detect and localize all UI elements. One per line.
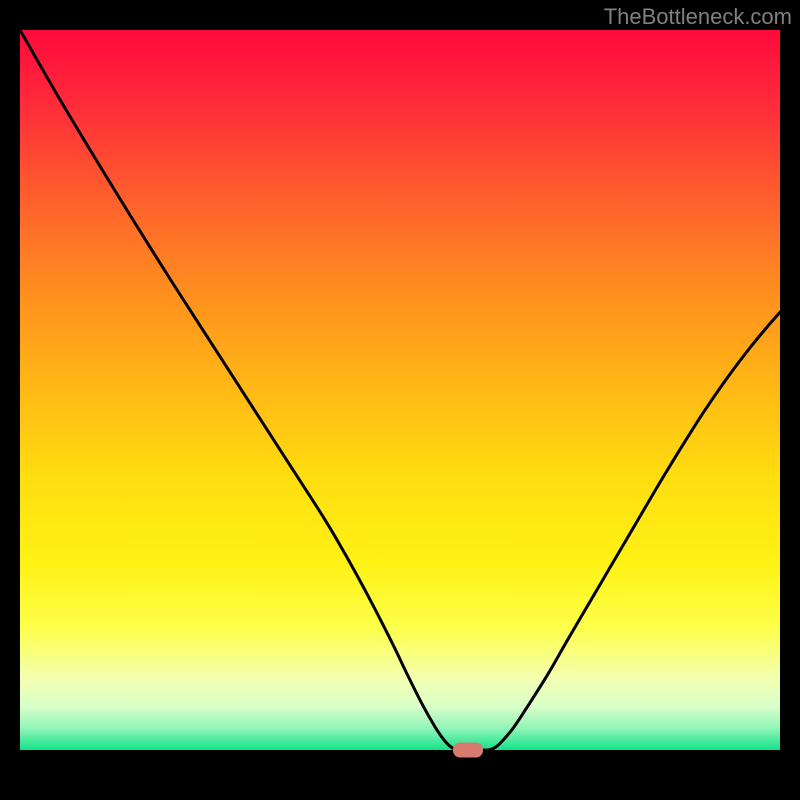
- chart-curve: [20, 30, 780, 750]
- optimum-marker: [453, 743, 483, 758]
- chart-plot-area: [20, 30, 780, 750]
- watermark-text: TheBottleneck.com: [604, 4, 792, 30]
